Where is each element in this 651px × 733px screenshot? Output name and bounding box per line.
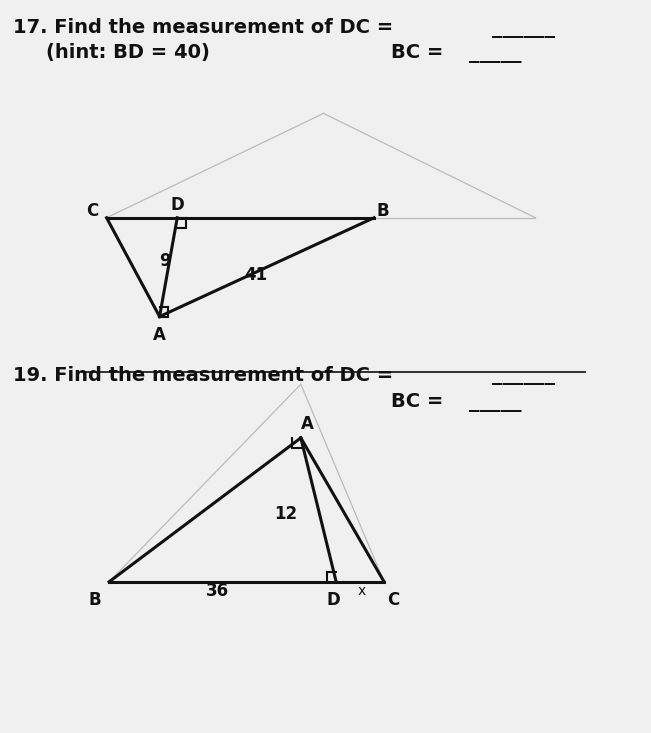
Text: B: B xyxy=(377,202,389,220)
Text: 36: 36 xyxy=(206,583,229,600)
Text: D: D xyxy=(327,592,340,609)
Text: 19. Find the measurement of DC =: 19. Find the measurement of DC = xyxy=(13,366,393,385)
Text: B: B xyxy=(89,592,102,609)
Text: D: D xyxy=(171,196,184,214)
Text: 41: 41 xyxy=(244,266,267,284)
Text: C: C xyxy=(87,202,98,220)
Text: BC =: BC = xyxy=(391,392,450,411)
Text: (hint: BD = 40): (hint: BD = 40) xyxy=(46,43,210,62)
Text: A: A xyxy=(153,325,166,344)
Text: _____: _____ xyxy=(469,43,521,63)
Text: x: x xyxy=(357,584,365,598)
Text: _____: _____ xyxy=(469,391,521,412)
Text: 12: 12 xyxy=(274,505,298,523)
Text: BC =: BC = xyxy=(391,43,450,62)
Text: 17. Find the measurement of DC =: 17. Find the measurement of DC = xyxy=(13,18,393,37)
Text: C: C xyxy=(387,592,399,609)
Text: ______: ______ xyxy=(492,365,555,386)
Text: ______: ______ xyxy=(492,18,555,38)
Text: A: A xyxy=(301,415,313,432)
Text: 9: 9 xyxy=(159,252,171,270)
